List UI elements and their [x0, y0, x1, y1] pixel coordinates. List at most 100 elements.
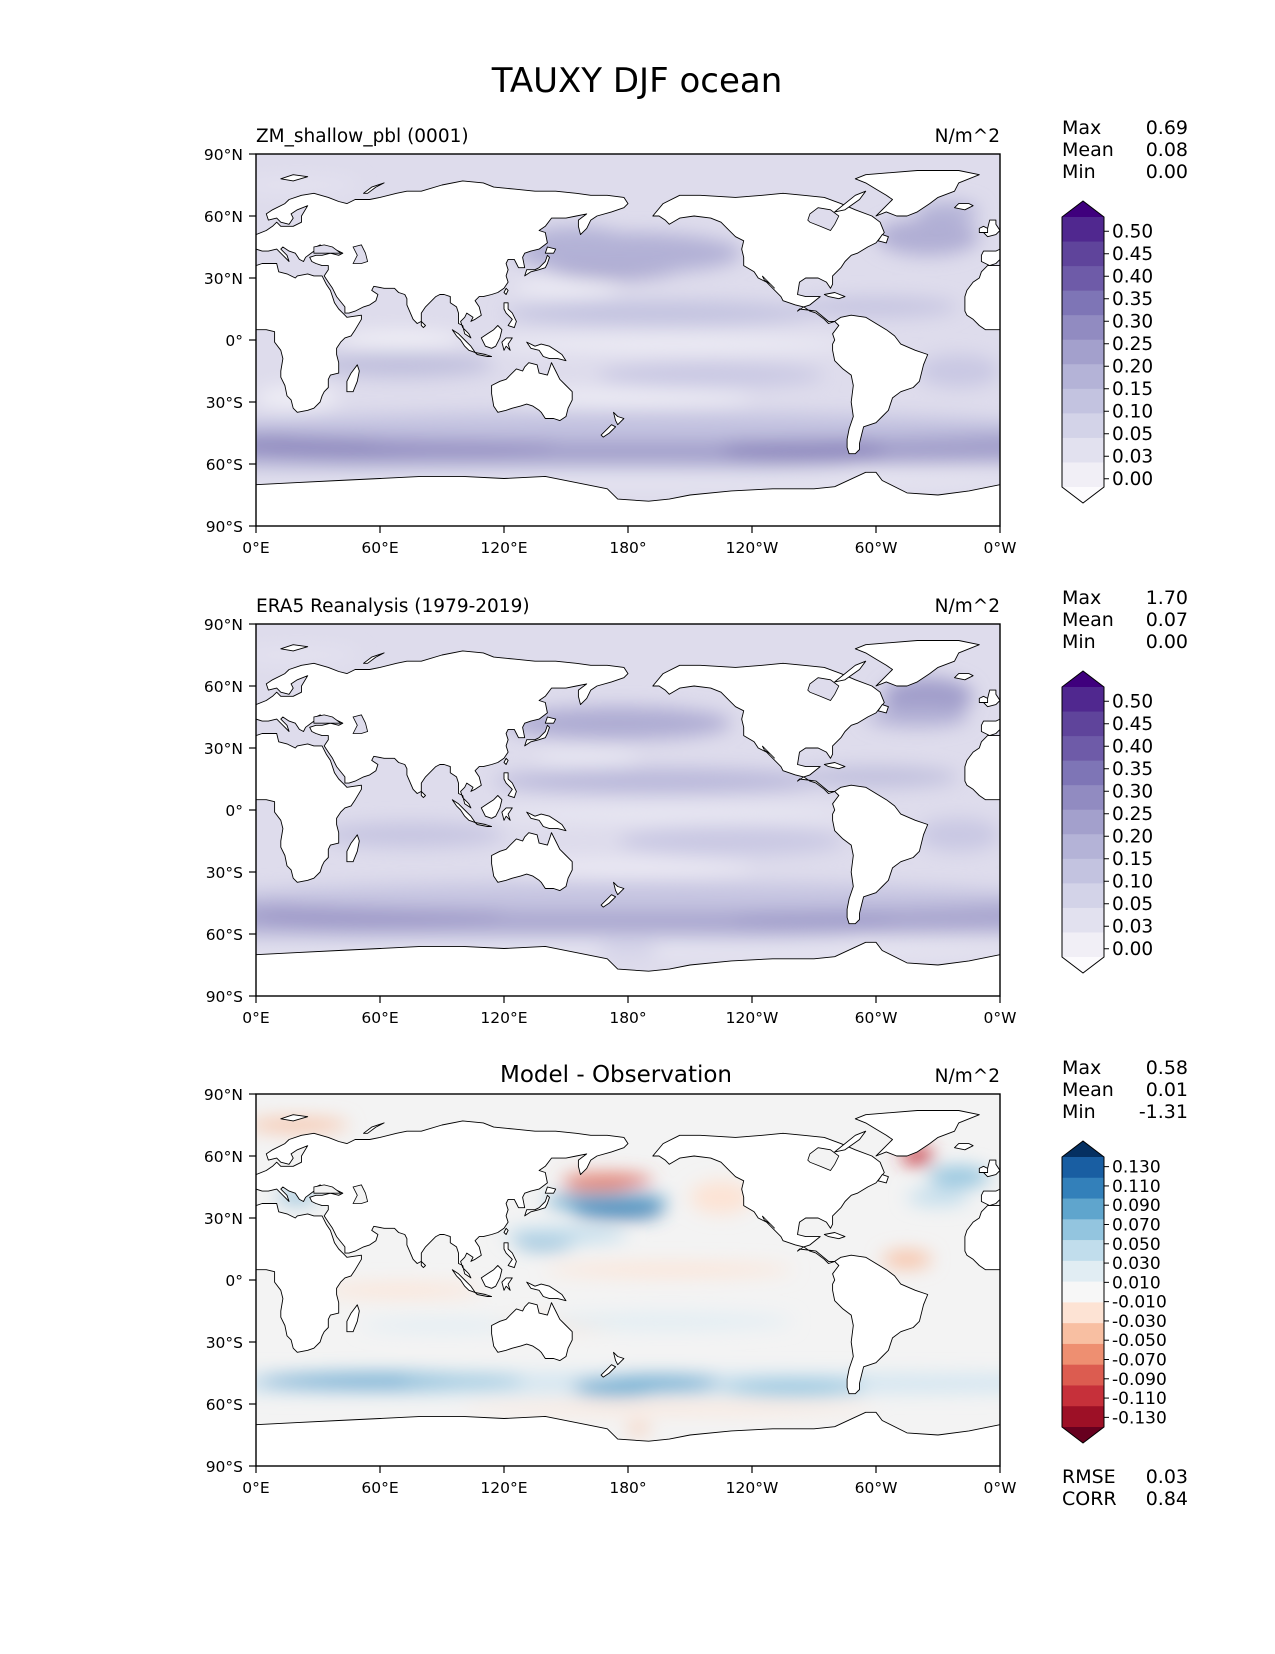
colorbar-band: [1062, 1343, 1104, 1366]
coastline-svalbard: [280, 644, 309, 652]
coastline-newguinea: [526, 341, 567, 362]
colorbar-band: [1062, 809, 1104, 835]
metric-value: 0.84: [1146, 1488, 1188, 1510]
field-feature: [318, 822, 504, 848]
stat-value: 0.00: [1146, 161, 1188, 183]
colorbar-extend-min: [1062, 487, 1104, 503]
y-tick-label: 90°S: [206, 518, 243, 536]
field-feature: [256, 176, 360, 194]
coastline-madagascar: [346, 364, 360, 393]
colorbar-band: [1062, 388, 1104, 414]
colorbar: 0.500.450.400.350.300.250.200.150.100.05…: [1061, 200, 1153, 504]
stats-block: Max 0.69 Mean 0.08 Min 0.00: [1062, 117, 1188, 183]
stat-value: -1.31: [1139, 1101, 1188, 1123]
metric-label: CORR: [1062, 1488, 1117, 1510]
coastline-newfoundland: [877, 1174, 889, 1184]
field-feature: [514, 280, 618, 297]
colorbar-band: [1062, 907, 1104, 933]
colorbar-tick-label: 0.45: [1112, 244, 1153, 265]
stat-label: Max: [1062, 1057, 1101, 1079]
x-tick-label: 120°W: [726, 539, 779, 557]
coastline-australia: [491, 832, 573, 892]
colorbar-tick-label: 0.20: [1112, 826, 1153, 847]
coastline-borneo: [480, 325, 503, 349]
panels: 0°E 60°E 120°E 180° 120°W 60°W 0°W 90°N 60°N 30°N…: [204, 117, 1188, 1510]
x-tick-label: 0°E: [242, 1009, 269, 1027]
stat-label: Mean: [1062, 1079, 1114, 1101]
stat-value: 1.70: [1146, 587, 1188, 609]
colorbar-band: [1062, 315, 1104, 341]
coastline-nzNorth: [613, 411, 625, 426]
field-contours: [256, 1118, 1000, 1433]
coastline-newfoundland: [877, 704, 889, 714]
coastline-iberia: [980, 248, 1000, 267]
field-feature: [256, 412, 1000, 442]
x-tick-label: 0°W: [984, 1009, 1017, 1027]
field-feature: [400, 1375, 525, 1388]
x-tick-label: 60°E: [361, 1479, 398, 1497]
field-feature: [462, 1404, 876, 1413]
stat-label: Max: [1062, 587, 1101, 609]
colorbar-tick-label: 0.070: [1112, 1216, 1161, 1236]
stat-label: Max: [1062, 117, 1101, 139]
inland-water-gulfCal: [761, 745, 775, 759]
coastline-philippines: [503, 302, 517, 329]
x-tick-label: 0°W: [984, 1479, 1017, 1497]
inland-water-caspian: [352, 1184, 369, 1204]
field-feature: [907, 1189, 969, 1206]
colorbar-tick-label: 0.03: [1112, 916, 1153, 937]
colorbar-tick-label: -0.010: [1112, 1293, 1167, 1313]
field-feature: [256, 1118, 349, 1132]
colorbar: 0.1300.1100.0900.0700.0500.0300.010-0.01…: [1061, 1140, 1167, 1444]
colorbar-band: [1062, 1302, 1104, 1324]
colorbar-outline: [1061, 1140, 1105, 1444]
field-feature: [865, 706, 969, 728]
colorbar-tick-label: 0.35: [1112, 289, 1153, 310]
y-tick-label: 0°: [225, 332, 243, 350]
colorbar-tick-label: 0.090: [1112, 1196, 1161, 1216]
coastline-westAfrica: [964, 1205, 1000, 1271]
colorbar-band: [1062, 1406, 1104, 1428]
metric-label: RMSE: [1062, 1466, 1116, 1488]
panel-1: 0°E 60°E 120°E 180° 120°W 60°W 0°W 90°N 60°N 30°N…: [204, 117, 1188, 557]
field-feature: [530, 226, 622, 248]
colorbar-band: [1062, 687, 1104, 713]
metric-value: 0.03: [1146, 1466, 1188, 1488]
coastline-svalbard: [280, 1114, 309, 1122]
x-tick-label: 0°E: [242, 539, 269, 557]
colorbar-tick-label: 0.25: [1112, 334, 1153, 355]
coastline-iberia: [980, 718, 1000, 737]
field-feature: [690, 1180, 752, 1214]
panel-2: 0°E 60°E 120°E 180° 120°W 60°W 0°W 90°N 60°N 30°N…: [204, 587, 1188, 1027]
coastline-iberia: [980, 1188, 1000, 1207]
y-tick-label: 60°N: [204, 1148, 243, 1166]
field-feature: [721, 1379, 866, 1396]
colorbar-tick-label: 0.50: [1112, 221, 1153, 242]
inland-water-blackSea: [313, 1184, 342, 1194]
colorbar-band: [1062, 241, 1104, 267]
coastline-americas: [652, 662, 929, 925]
coastline-greenland: [854, 1110, 980, 1157]
y-tick-label: 0°: [225, 1272, 243, 1290]
colorbar-band: [1062, 364, 1104, 390]
coastline-baffin: [834, 660, 867, 683]
colorbar-band: [1062, 1219, 1104, 1241]
continents: [256, 170, 1000, 526]
inland-water-gulfCal: [761, 275, 775, 289]
field-feature: [535, 750, 639, 767]
coastline-eurasia: [256, 650, 629, 809]
stat-label: Mean: [1062, 609, 1114, 631]
coastline-americas: [652, 1132, 929, 1395]
coastline-newguinea: [526, 1281, 567, 1302]
colorbar-band: [1062, 437, 1104, 463]
colorbar-tick-label: 0.010: [1112, 1273, 1161, 1293]
colorbar-tick-label: -0.090: [1112, 1370, 1167, 1390]
colorbar-tick-label: 0.05: [1112, 894, 1153, 915]
y-tick-label: 60°N: [204, 208, 243, 226]
coastline-madagascar: [346, 1304, 360, 1333]
axis-ticks: 0°E 60°E 120°E 180° 120°W 60°W 0°W 90°N 60°N 30°N…: [204, 146, 1017, 557]
colorbar-tick-label: 0.03: [1112, 446, 1153, 467]
y-tick-label: 90°N: [204, 146, 243, 164]
